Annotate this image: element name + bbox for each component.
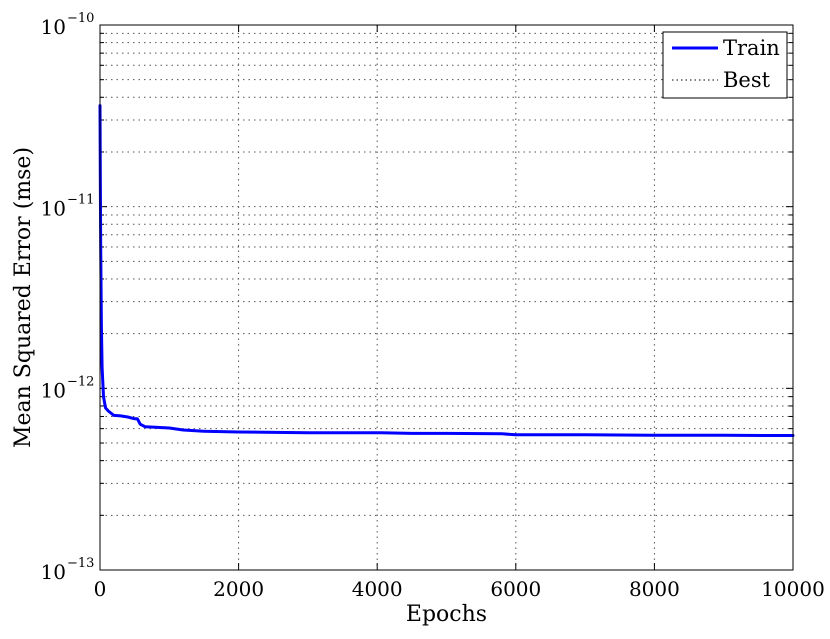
y-tick-label: 10 <box>41 560 66 584</box>
x-axis-label: Epochs <box>406 602 487 627</box>
x-tick-label: 0 <box>94 577 107 601</box>
legend: Train Best <box>662 31 788 99</box>
y-tick-label: 10 <box>41 15 66 39</box>
x-tick-label: 8000 <box>629 577 680 601</box>
x-tick-label: 4000 <box>352 577 403 601</box>
series-line-train <box>98 104 795 437</box>
legend-label-train: Train <box>723 36 780 60</box>
axes-frame <box>99 24 794 571</box>
y-tick-exponent: −10 <box>67 11 94 26</box>
y-tick-exponent: −11 <box>67 193 94 208</box>
y-tick-exponent: −12 <box>67 374 94 389</box>
x-tick-label: 6000 <box>490 577 541 601</box>
legend-box <box>662 31 788 99</box>
x-tick-label: 2000 <box>213 577 264 601</box>
x-tick-label: 10000 <box>761 577 825 601</box>
y-axis-label: Mean Squared Error (mse) <box>11 147 36 448</box>
plot-area <box>100 25 793 570</box>
y-tick-label: 10 <box>41 378 66 402</box>
y-tick-exponent: −13 <box>67 556 94 571</box>
legend-label-best: Best <box>723 68 771 92</box>
y-tick-label: 10 <box>41 197 66 221</box>
